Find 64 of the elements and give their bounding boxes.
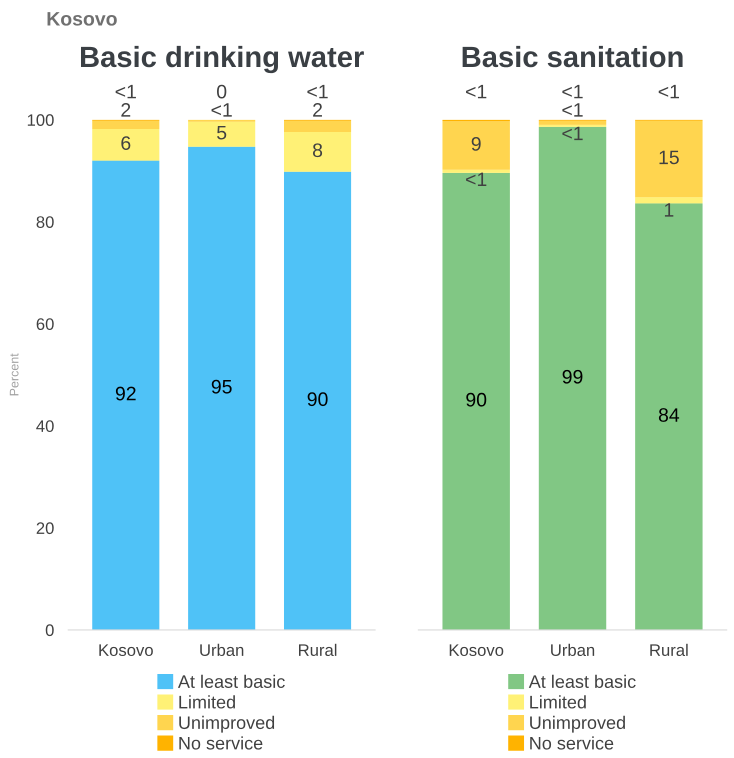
bar: [635, 120, 703, 198]
data-label: 99: [562, 370, 582, 384]
bar: [92, 128, 160, 161]
data-label: <1: [562, 103, 583, 117]
data-label: <1: [658, 84, 679, 98]
data-label: 92: [116, 386, 136, 400]
x-tick-label: Kosovo: [450, 644, 504, 656]
data-label: 5: [217, 126, 226, 140]
bar: [442, 121, 510, 170]
legend-label: Limited: [179, 695, 235, 709]
legend-label: At least basic: [528, 674, 636, 688]
bar: [635, 203, 703, 630]
bar: [284, 172, 352, 630]
bar: [284, 120, 352, 132]
legend-label: No service: [530, 736, 614, 750]
x-tick-label: Kosovo: [99, 644, 153, 656]
bar: [92, 160, 160, 630]
y-tick-label: 20: [36, 522, 54, 534]
legend-label: Unimproved: [530, 716, 625, 733]
data-label: <1: [466, 84, 486, 98]
data-label: <1: [212, 103, 232, 117]
data-label: 2: [121, 103, 130, 117]
bar: [92, 120, 160, 129]
data-label: 6: [121, 136, 130, 150]
x-tick-label: Urban: [200, 644, 244, 656]
bar: [188, 146, 256, 630]
y-tick-label: 100: [28, 114, 54, 126]
bar: [284, 132, 352, 172]
data-label: <1: [116, 84, 136, 98]
bar: [188, 122, 256, 147]
bar: [442, 172, 510, 630]
legend-label: Unimproved: [179, 716, 274, 733]
bar: [635, 197, 703, 204]
data-label: 90: [308, 392, 328, 406]
bar: [538, 126, 606, 630]
chart-title: Basic drinking water: [80, 46, 364, 74]
data-label: 84: [658, 408, 680, 422]
y-tick-label: 0: [46, 624, 54, 636]
legend-label: At least basic: [178, 674, 285, 688]
chart-title: Basic sanitation: [462, 46, 683, 68]
y-tick-label: 60: [36, 318, 54, 330]
x-tick-label: Rural: [650, 644, 688, 656]
data-label: 8: [312, 143, 322, 158]
data-label: 0: [217, 84, 226, 98]
y-tick-label: 80: [36, 216, 54, 228]
data-label: 90: [466, 392, 486, 407]
data-label: <1: [466, 172, 486, 186]
y-tick-label: 40: [36, 420, 54, 432]
bar: [538, 120, 606, 125]
y-axis-title: Percent: [10, 353, 19, 396]
text: Kosovo: [48, 12, 117, 26]
data-label: <1: [307, 84, 328, 98]
x-tick-label: Urban: [551, 644, 594, 656]
data-label: 9: [472, 136, 481, 151]
x-tick-label: Rural: [299, 644, 336, 656]
legend-label: Limited: [530, 695, 586, 709]
data-label: 2: [313, 103, 322, 117]
data-label: 1: [664, 203, 674, 217]
data-label: <1: [562, 84, 583, 98]
legend-label: No service: [179, 736, 262, 750]
bar: [442, 170, 510, 173]
data-label: 15: [660, 150, 679, 164]
data-label: 95: [212, 380, 232, 394]
data-label: <1: [562, 126, 583, 140]
